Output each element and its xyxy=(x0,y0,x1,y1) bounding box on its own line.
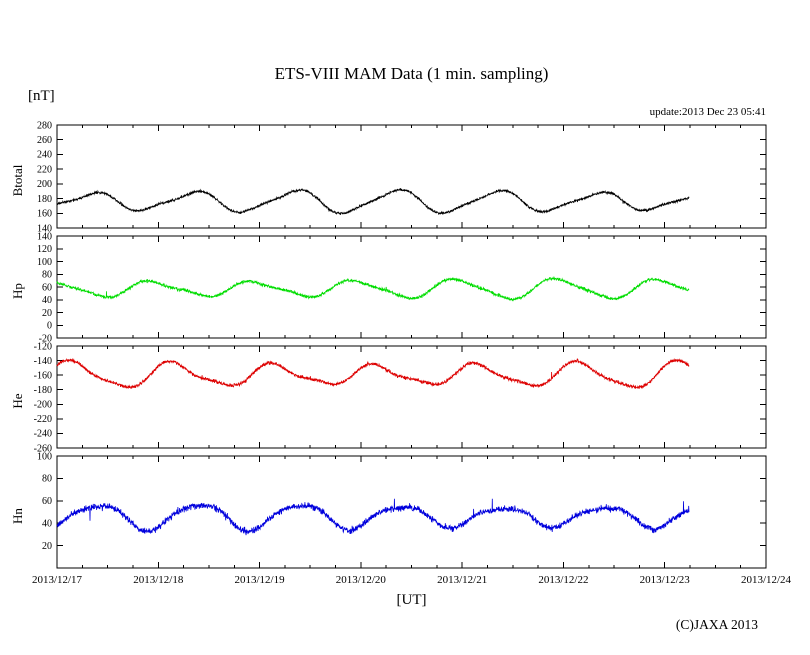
panel-box-hn xyxy=(56,455,767,569)
x-tick-label: 2013/12/20 xyxy=(336,574,387,586)
y-tick-label: 260 xyxy=(37,135,52,146)
y-tick-label: 200 xyxy=(37,179,52,190)
y-tick-label: 140 xyxy=(37,231,52,242)
panel-he: -260 -240 -220 -200 -180 -160 -140 -120 He xyxy=(10,341,767,454)
panel-box-hp xyxy=(56,235,767,339)
series-hn xyxy=(56,498,690,536)
series-he xyxy=(56,357,690,390)
y-tick-label: -180 xyxy=(34,385,52,396)
y-tick-label: -20 xyxy=(39,333,52,344)
x-tick-label: 2013/12/17 xyxy=(32,574,83,586)
y-tick-label: -140 xyxy=(34,356,52,367)
y-tick-label: -240 xyxy=(34,429,52,440)
x-tick-label: 2013/12/19 xyxy=(235,574,286,586)
y-tick-label: 60 xyxy=(42,496,52,507)
y-tick-label: 100 xyxy=(37,451,52,462)
y-tick-label: -200 xyxy=(34,400,52,411)
axis-label-hp: Hp xyxy=(10,283,25,299)
x-axis-label: [UT] xyxy=(396,592,427,608)
axis-label-hn: Hn xyxy=(10,508,25,524)
series-hp xyxy=(56,275,690,302)
y-tick-label: 20 xyxy=(42,541,52,552)
y-tick-label: 140 xyxy=(37,223,52,234)
y-tick-label: 280 xyxy=(37,120,52,131)
series-btotal xyxy=(56,187,690,216)
y-tick-label: -220 xyxy=(34,414,52,425)
update-timestamp: update:2013 Dec 23 05:41 xyxy=(649,106,766,118)
y-tick-label: -120 xyxy=(34,341,52,352)
y-tick-label: 80 xyxy=(42,270,52,281)
y-tick-label: 40 xyxy=(42,519,52,530)
x-tick-label: 2013/12/23 xyxy=(640,574,691,586)
y-tick-label: 180 xyxy=(37,194,52,205)
y-tick-label: 0 xyxy=(47,321,52,332)
y-tick-label: 100 xyxy=(37,257,52,268)
y-tick-label: 160 xyxy=(37,209,52,220)
y-tick-label: 120 xyxy=(37,244,52,255)
y-tick-label: 80 xyxy=(42,474,52,485)
x-tick-label: 2013/12/18 xyxy=(133,574,184,586)
y-tick-label: 60 xyxy=(42,282,52,293)
page-title: ETS-VIII MAM Data (1 min. sampling) xyxy=(274,64,549,83)
axis-label-btotal: Btotal xyxy=(10,164,25,196)
y-tick-label: 40 xyxy=(42,295,52,306)
y-tick-label: -260 xyxy=(34,443,52,454)
y-tick-label: 20 xyxy=(42,308,52,319)
y-unit-label: [nT] xyxy=(28,88,55,104)
y-tick-label: 220 xyxy=(37,164,52,175)
axis-label-he: He xyxy=(10,393,25,408)
y-tick-label: -160 xyxy=(34,370,52,381)
x-tick-label: 2013/12/21 xyxy=(437,574,487,586)
copyright-label: (C)JAXA 2013 xyxy=(675,617,758,632)
panel-btotal: 140 160 180 200 220 240 260 280 Btotal xyxy=(10,120,767,234)
x-tick-label: 2013/12/24 xyxy=(741,574,792,586)
x-tick-label: 2013/12/22 xyxy=(538,574,588,586)
panel-hn: 20 40 60 80 100 Hn xyxy=(10,451,767,569)
panel-box-btotal xyxy=(56,124,767,229)
y-tick-label: 240 xyxy=(37,150,52,161)
